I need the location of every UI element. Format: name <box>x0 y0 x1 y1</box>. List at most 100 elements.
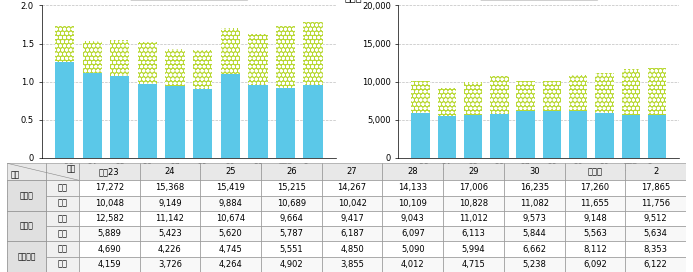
Text: 11,655: 11,655 <box>581 199 610 208</box>
Bar <box>383 257 444 272</box>
Text: 4,226: 4,226 <box>158 245 182 254</box>
Bar <box>261 196 322 211</box>
Bar <box>569 111 588 158</box>
Text: 28: 28 <box>407 167 418 176</box>
Y-axis label: （人）: （人） <box>344 0 362 2</box>
Bar <box>166 86 185 158</box>
Bar <box>139 196 200 211</box>
Bar <box>504 163 565 180</box>
Text: 5,787: 5,787 <box>279 229 304 238</box>
Bar <box>193 50 212 89</box>
Bar <box>82 41 102 73</box>
Bar <box>383 211 444 226</box>
Bar <box>543 111 561 158</box>
Bar <box>444 163 504 180</box>
Bar <box>322 180 383 196</box>
Bar <box>7 180 46 196</box>
Text: 10,674: 10,674 <box>216 214 245 223</box>
Bar <box>565 257 625 272</box>
Bar <box>248 85 267 158</box>
Text: 5,620: 5,620 <box>219 229 243 238</box>
Bar <box>55 26 74 62</box>
Bar <box>261 180 322 196</box>
Text: 17,865: 17,865 <box>641 183 670 192</box>
Bar <box>110 76 130 158</box>
Text: 人員: 人員 <box>58 199 68 208</box>
Text: 17,272: 17,272 <box>95 183 124 192</box>
Text: 11,756: 11,756 <box>641 199 670 208</box>
Bar <box>383 180 444 196</box>
Bar <box>46 196 79 211</box>
Bar <box>322 242 383 257</box>
Text: 9,664: 9,664 <box>279 214 304 223</box>
Bar <box>464 82 482 115</box>
Text: 9,043: 9,043 <box>401 214 425 223</box>
Bar <box>622 115 640 158</box>
Text: 11,142: 11,142 <box>155 214 184 223</box>
Text: 3,726: 3,726 <box>158 260 182 269</box>
Text: 16,235: 16,235 <box>520 183 549 192</box>
Bar <box>79 257 139 272</box>
Text: 6,097: 6,097 <box>401 229 425 238</box>
Text: 9,884: 9,884 <box>219 199 243 208</box>
Bar <box>55 62 74 158</box>
Bar <box>248 34 267 85</box>
Text: 8,353: 8,353 <box>644 245 668 254</box>
Text: 5,844: 5,844 <box>523 229 546 238</box>
Text: 人員: 人員 <box>58 260 68 269</box>
Text: 5,551: 5,551 <box>279 245 304 254</box>
Bar <box>565 226 625 242</box>
Bar <box>261 257 322 272</box>
Bar <box>261 242 322 257</box>
Text: 4,012: 4,012 <box>401 260 425 269</box>
Bar <box>220 74 240 158</box>
Text: 9,149: 9,149 <box>158 199 182 208</box>
Bar <box>569 75 588 111</box>
Bar <box>193 89 212 158</box>
Bar <box>322 211 383 226</box>
Bar <box>383 226 444 242</box>
Bar <box>595 113 614 158</box>
Bar <box>648 115 667 158</box>
Text: 14,267: 14,267 <box>337 183 367 192</box>
Text: 6,187: 6,187 <box>340 229 364 238</box>
Text: 年次: 年次 <box>67 164 76 173</box>
Bar <box>79 196 139 211</box>
Bar <box>139 242 200 257</box>
Bar <box>490 114 509 158</box>
Text: 10,042: 10,042 <box>337 199 367 208</box>
Bar <box>622 69 640 115</box>
Text: 6,113: 6,113 <box>462 229 486 238</box>
Bar <box>261 226 322 242</box>
Text: 3,855: 3,855 <box>340 260 364 269</box>
Bar <box>7 211 46 242</box>
Text: 件数: 件数 <box>58 214 68 223</box>
Text: 9,512: 9,512 <box>644 214 667 223</box>
Bar <box>411 113 430 158</box>
Bar <box>625 211 686 226</box>
Text: 11,082: 11,082 <box>520 199 549 208</box>
Text: 4,745: 4,745 <box>219 245 243 254</box>
Text: 5,634: 5,634 <box>644 229 667 238</box>
Text: 17,260: 17,260 <box>581 183 610 192</box>
Bar <box>383 163 444 180</box>
Bar <box>166 49 185 86</box>
Bar <box>464 115 482 158</box>
Bar <box>625 180 686 196</box>
Text: 24: 24 <box>165 167 175 176</box>
Bar <box>625 196 686 211</box>
Text: 5,090: 5,090 <box>401 245 425 254</box>
Bar <box>7 180 46 211</box>
Bar <box>437 116 456 158</box>
Text: 区分: 区分 <box>10 170 19 179</box>
Bar <box>444 180 504 196</box>
Text: 15,419: 15,419 <box>216 183 245 192</box>
Bar <box>200 226 261 242</box>
Bar <box>648 68 667 115</box>
Bar <box>383 242 444 257</box>
Text: 15,368: 15,368 <box>155 183 184 192</box>
Text: 26: 26 <box>286 167 297 176</box>
Text: 10,109: 10,109 <box>398 199 428 208</box>
Bar <box>139 226 200 242</box>
Bar <box>139 257 200 272</box>
